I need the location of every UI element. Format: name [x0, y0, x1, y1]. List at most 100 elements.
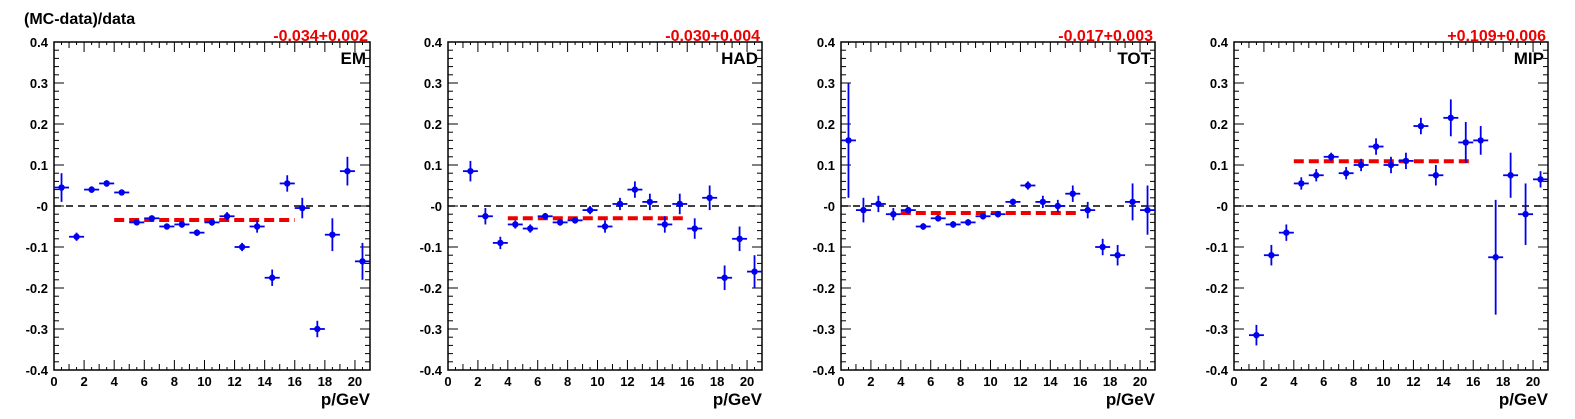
x-tick-label: 14: [257, 374, 272, 389]
x-tick-label: 8: [957, 374, 964, 389]
point-marker: [646, 198, 654, 206]
x-tick-label: 8: [171, 374, 178, 389]
data-point: [294, 197, 310, 219]
data-point: [69, 232, 85, 241]
data-point: [960, 219, 976, 226]
data-point: [1323, 152, 1339, 161]
x-tick-label: 4: [897, 374, 905, 389]
y-tick-label: 0.3: [817, 76, 835, 91]
data-point: [309, 320, 325, 338]
panel-em: -0.4 -0.3 -0.2 -0.1 -0 0.1 0.2 0.3 0.4 0 2 4 6 8 10 12 1…: [26, 28, 371, 409]
point-marker: [482, 213, 489, 220]
point-marker: [118, 189, 125, 196]
y-tick-label: -0.2: [1206, 281, 1228, 296]
data-point: [159, 223, 175, 230]
y-tick-label: 0.4: [30, 35, 49, 50]
point-marker: [329, 231, 336, 238]
y-tick-label: 0.2: [817, 117, 835, 132]
data-point: [189, 229, 205, 236]
data-point: [1263, 244, 1279, 266]
point-marker: [934, 215, 942, 222]
data-point: [1125, 183, 1141, 221]
y-tick-label: -0.1: [813, 240, 835, 255]
point-marker: [268, 274, 276, 281]
figure-ylabel: (MC-data)/data: [24, 11, 135, 28]
point-marker: [1039, 198, 1047, 206]
y-tick-label: -0.4: [1206, 363, 1229, 378]
x-tick-label: 2: [80, 374, 87, 389]
x-tick-label: 2: [1260, 374, 1267, 389]
x-tick-label: 4: [504, 374, 512, 389]
y-tick-label: 0.2: [424, 117, 442, 132]
point-marker: [1313, 172, 1320, 179]
point-marker: [949, 221, 957, 228]
x-tick-label: 16: [1466, 374, 1480, 389]
x-tick-label: 16: [680, 374, 694, 389]
y-tick-label: -0: [36, 199, 48, 214]
point-marker: [1372, 143, 1380, 150]
fit-result-text: +0.109+0.006: [1447, 28, 1546, 45]
y-tick-label: 0.1: [817, 158, 835, 173]
point-marker: [1477, 137, 1484, 144]
fit-result-text: -0.017+0.003: [1058, 28, 1153, 45]
point-marker: [1069, 190, 1076, 197]
point-marker: [238, 243, 246, 251]
point-marker: [1298, 180, 1305, 187]
data-point: [1458, 121, 1474, 163]
point-marker: [1507, 172, 1514, 179]
point-marker: [103, 180, 110, 187]
x-tick-label: 20: [348, 374, 362, 389]
data-point: [462, 160, 478, 182]
point-marker: [58, 184, 65, 191]
data-point: [870, 195, 886, 213]
point-marker: [601, 223, 609, 230]
y-tick-label: 0.1: [30, 158, 48, 173]
data-point: [1110, 244, 1126, 266]
x-tick-label: 8: [1350, 374, 1357, 389]
data-point: [339, 156, 355, 186]
point-marker: [1009, 198, 1017, 206]
fit-result-text: -0.030+0.004: [665, 28, 760, 45]
point-marker: [1253, 331, 1260, 339]
y-tick-label: 0.4: [1210, 35, 1229, 50]
x-tick-label: 12: [1013, 374, 1027, 389]
y-tick-label: -0.1: [1206, 240, 1228, 255]
y-tick-label: 0.3: [1210, 76, 1228, 91]
point-marker: [497, 239, 504, 247]
point-marker: [299, 204, 306, 212]
data-point: [1278, 224, 1294, 241]
point-marker: [556, 219, 564, 226]
x-tick-label: 10: [197, 374, 211, 389]
point-marker: [1268, 252, 1275, 259]
x-tick-label: 12: [1406, 374, 1420, 389]
x-tick-label: 2: [867, 374, 874, 389]
y-tick-label: -0.1: [26, 240, 48, 255]
data-point: [885, 208, 901, 221]
point-marker: [1417, 122, 1425, 130]
x-tick-label: 14: [1043, 374, 1058, 389]
data-point: [1428, 165, 1444, 186]
x-tick-label: 6: [1320, 374, 1327, 389]
data-point: [1338, 167, 1354, 180]
point-marker: [1432, 172, 1440, 179]
x-tick-label: 6: [141, 374, 148, 389]
x-tick-label: 14: [650, 374, 665, 389]
data-point: [945, 221, 961, 228]
point-marker: [223, 213, 231, 220]
data-point: [99, 180, 115, 187]
data-point: [687, 218, 703, 239]
data-point: [915, 223, 931, 230]
data-point: [732, 226, 748, 252]
data-point: [144, 215, 160, 222]
fit-result-text: -0.034+0.002: [273, 28, 368, 45]
y-tick-label: 0.4: [817, 35, 836, 50]
x-tick-label: 12: [620, 374, 634, 389]
data-point: [1473, 126, 1489, 155]
data-point: [900, 206, 916, 214]
y-tick-label: 0.2: [1210, 117, 1228, 132]
data-point: [54, 173, 70, 202]
data-point: [990, 210, 1006, 218]
data-point: [567, 217, 583, 224]
point-marker: [1357, 161, 1365, 169]
point-marker: [208, 219, 216, 226]
